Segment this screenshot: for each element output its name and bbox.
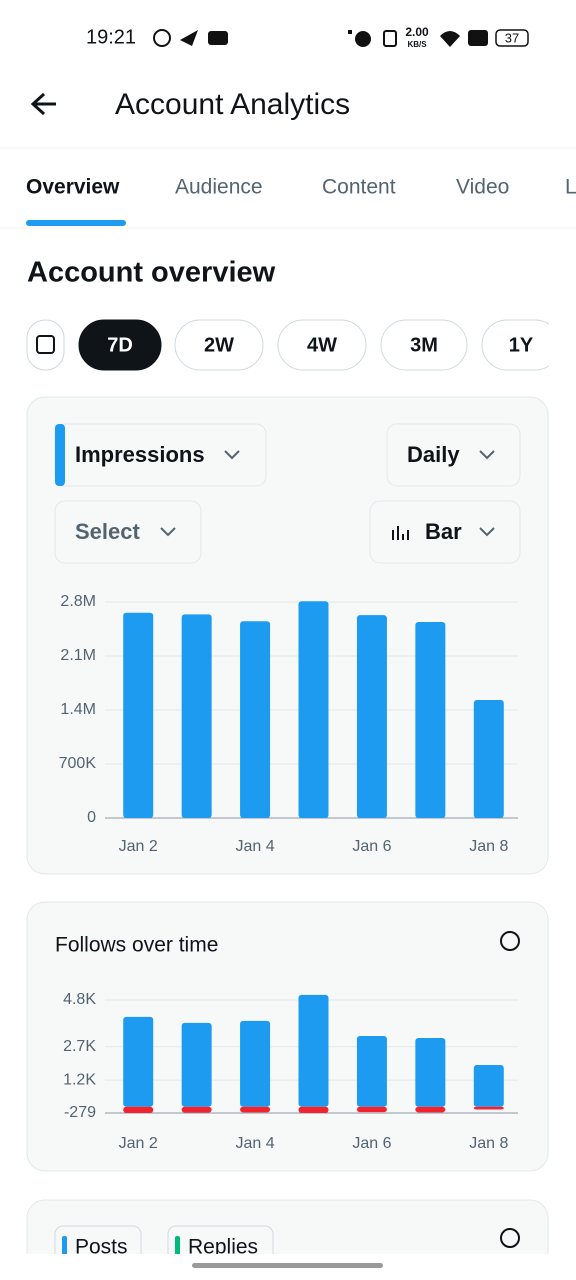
- series-color: [62, 1236, 67, 1256]
- bar: [356, 1036, 387, 1107]
- bar: [415, 1038, 446, 1107]
- dropdown-label: Bar: [425, 519, 462, 544]
- bar: [298, 601, 329, 818]
- info-icon[interactable]: [500, 931, 520, 951]
- tab[interactable]: Content: [322, 176, 396, 199]
- x-tick-label: Jan 6: [352, 838, 391, 855]
- section-title: Account overview: [27, 257, 276, 289]
- dropdown[interactable]: [54, 500, 202, 564]
- bar: [181, 1022, 212, 1107]
- tab-indicator: [26, 220, 126, 226]
- x-tick-label: Jan 2: [119, 838, 158, 855]
- y-tick-label: -279: [64, 1104, 96, 1121]
- metric-color: [55, 424, 65, 486]
- range-chip[interactable]: [380, 319, 468, 371]
- y-tick-label: 0: [87, 809, 96, 826]
- page-title: Account Analytics: [115, 88, 350, 121]
- range-label: 7D: [107, 334, 133, 356]
- y-tick-label: 700K: [59, 755, 97, 772]
- info-icon[interactable]: [500, 1228, 520, 1248]
- net-unit: KB/S: [407, 40, 427, 49]
- back-button[interactable]: [30, 92, 56, 116]
- series-label: Replies: [188, 1236, 258, 1259]
- tab[interactable]: Video: [456, 176, 509, 199]
- dropdown-label: Impressions: [75, 442, 205, 467]
- bar: [473, 1106, 504, 1110]
- bar: [298, 1106, 329, 1113]
- bar: [356, 1106, 387, 1113]
- bar: [356, 615, 387, 818]
- range-label: 4W: [307, 334, 337, 356]
- x-tick-label: Jan 4: [236, 838, 275, 855]
- calendar-button[interactable]: [26, 319, 65, 371]
- y-tick-label: 2.7K: [63, 1038, 96, 1055]
- bar: [473, 1064, 504, 1107]
- y-tick-label: 2.1M: [60, 647, 96, 664]
- bar: [123, 1016, 154, 1107]
- calendar-icon: [36, 335, 55, 354]
- series-label: Posts: [75, 1236, 128, 1259]
- x-tick-label: Jan 2: [119, 1135, 158, 1152]
- home-handle[interactable]: [192, 1263, 383, 1268]
- chevron: [224, 450, 240, 460]
- tab[interactable]: L: [565, 176, 576, 199]
- net-speed: 2.00: [405, 25, 429, 39]
- bar: [298, 994, 329, 1107]
- bar: [240, 1106, 271, 1113]
- bar: [181, 614, 212, 818]
- y-tick-label: 1.2K: [63, 1071, 96, 1088]
- range-label: 1Y: [509, 334, 534, 356]
- range-label: 2W: [204, 334, 234, 356]
- range-label: 3M: [410, 334, 438, 356]
- status-icons: [153, 29, 488, 47]
- range-chip[interactable]: [277, 319, 367, 371]
- bar: [415, 622, 446, 818]
- bar: [123, 1106, 154, 1113]
- tab[interactable]: Audience: [175, 176, 263, 199]
- series-color: [175, 1236, 180, 1256]
- bar: [240, 621, 271, 818]
- chart-title: Follows over time: [55, 934, 218, 957]
- x-tick-label: Jan 4: [236, 1135, 275, 1152]
- chevron: [479, 527, 495, 537]
- x-tick-label: Jan 8: [469, 1135, 508, 1152]
- x-tick-label: Jan 8: [469, 838, 508, 855]
- clock: 19:21: [86, 26, 136, 48]
- chevron: [479, 450, 495, 460]
- bar: [473, 699, 504, 818]
- bar-icon: [392, 526, 409, 540]
- chevron: [160, 527, 176, 537]
- tab[interactable]: Overview: [26, 176, 120, 199]
- y-tick-label: 2.8M: [60, 593, 96, 610]
- dropdown-label: Daily: [407, 442, 460, 467]
- bar: [415, 1106, 446, 1113]
- dropdown[interactable]: [369, 500, 521, 564]
- y-tick-label: 4.8K: [63, 991, 96, 1008]
- dropdown[interactable]: [386, 423, 521, 487]
- bar: [123, 612, 154, 818]
- range-chip[interactable]: [174, 319, 264, 371]
- battery-level: 37: [505, 30, 519, 45]
- range-chip[interactable]: [78, 319, 162, 371]
- dropdown-label: Select: [75, 519, 140, 544]
- x-tick-label: Jan 6: [352, 1135, 391, 1152]
- bar: [240, 1020, 271, 1107]
- battery: [495, 29, 529, 47]
- y-tick-label: 1.4M: [60, 701, 96, 718]
- edge-mask: [549, 315, 576, 375]
- bar: [181, 1106, 212, 1113]
